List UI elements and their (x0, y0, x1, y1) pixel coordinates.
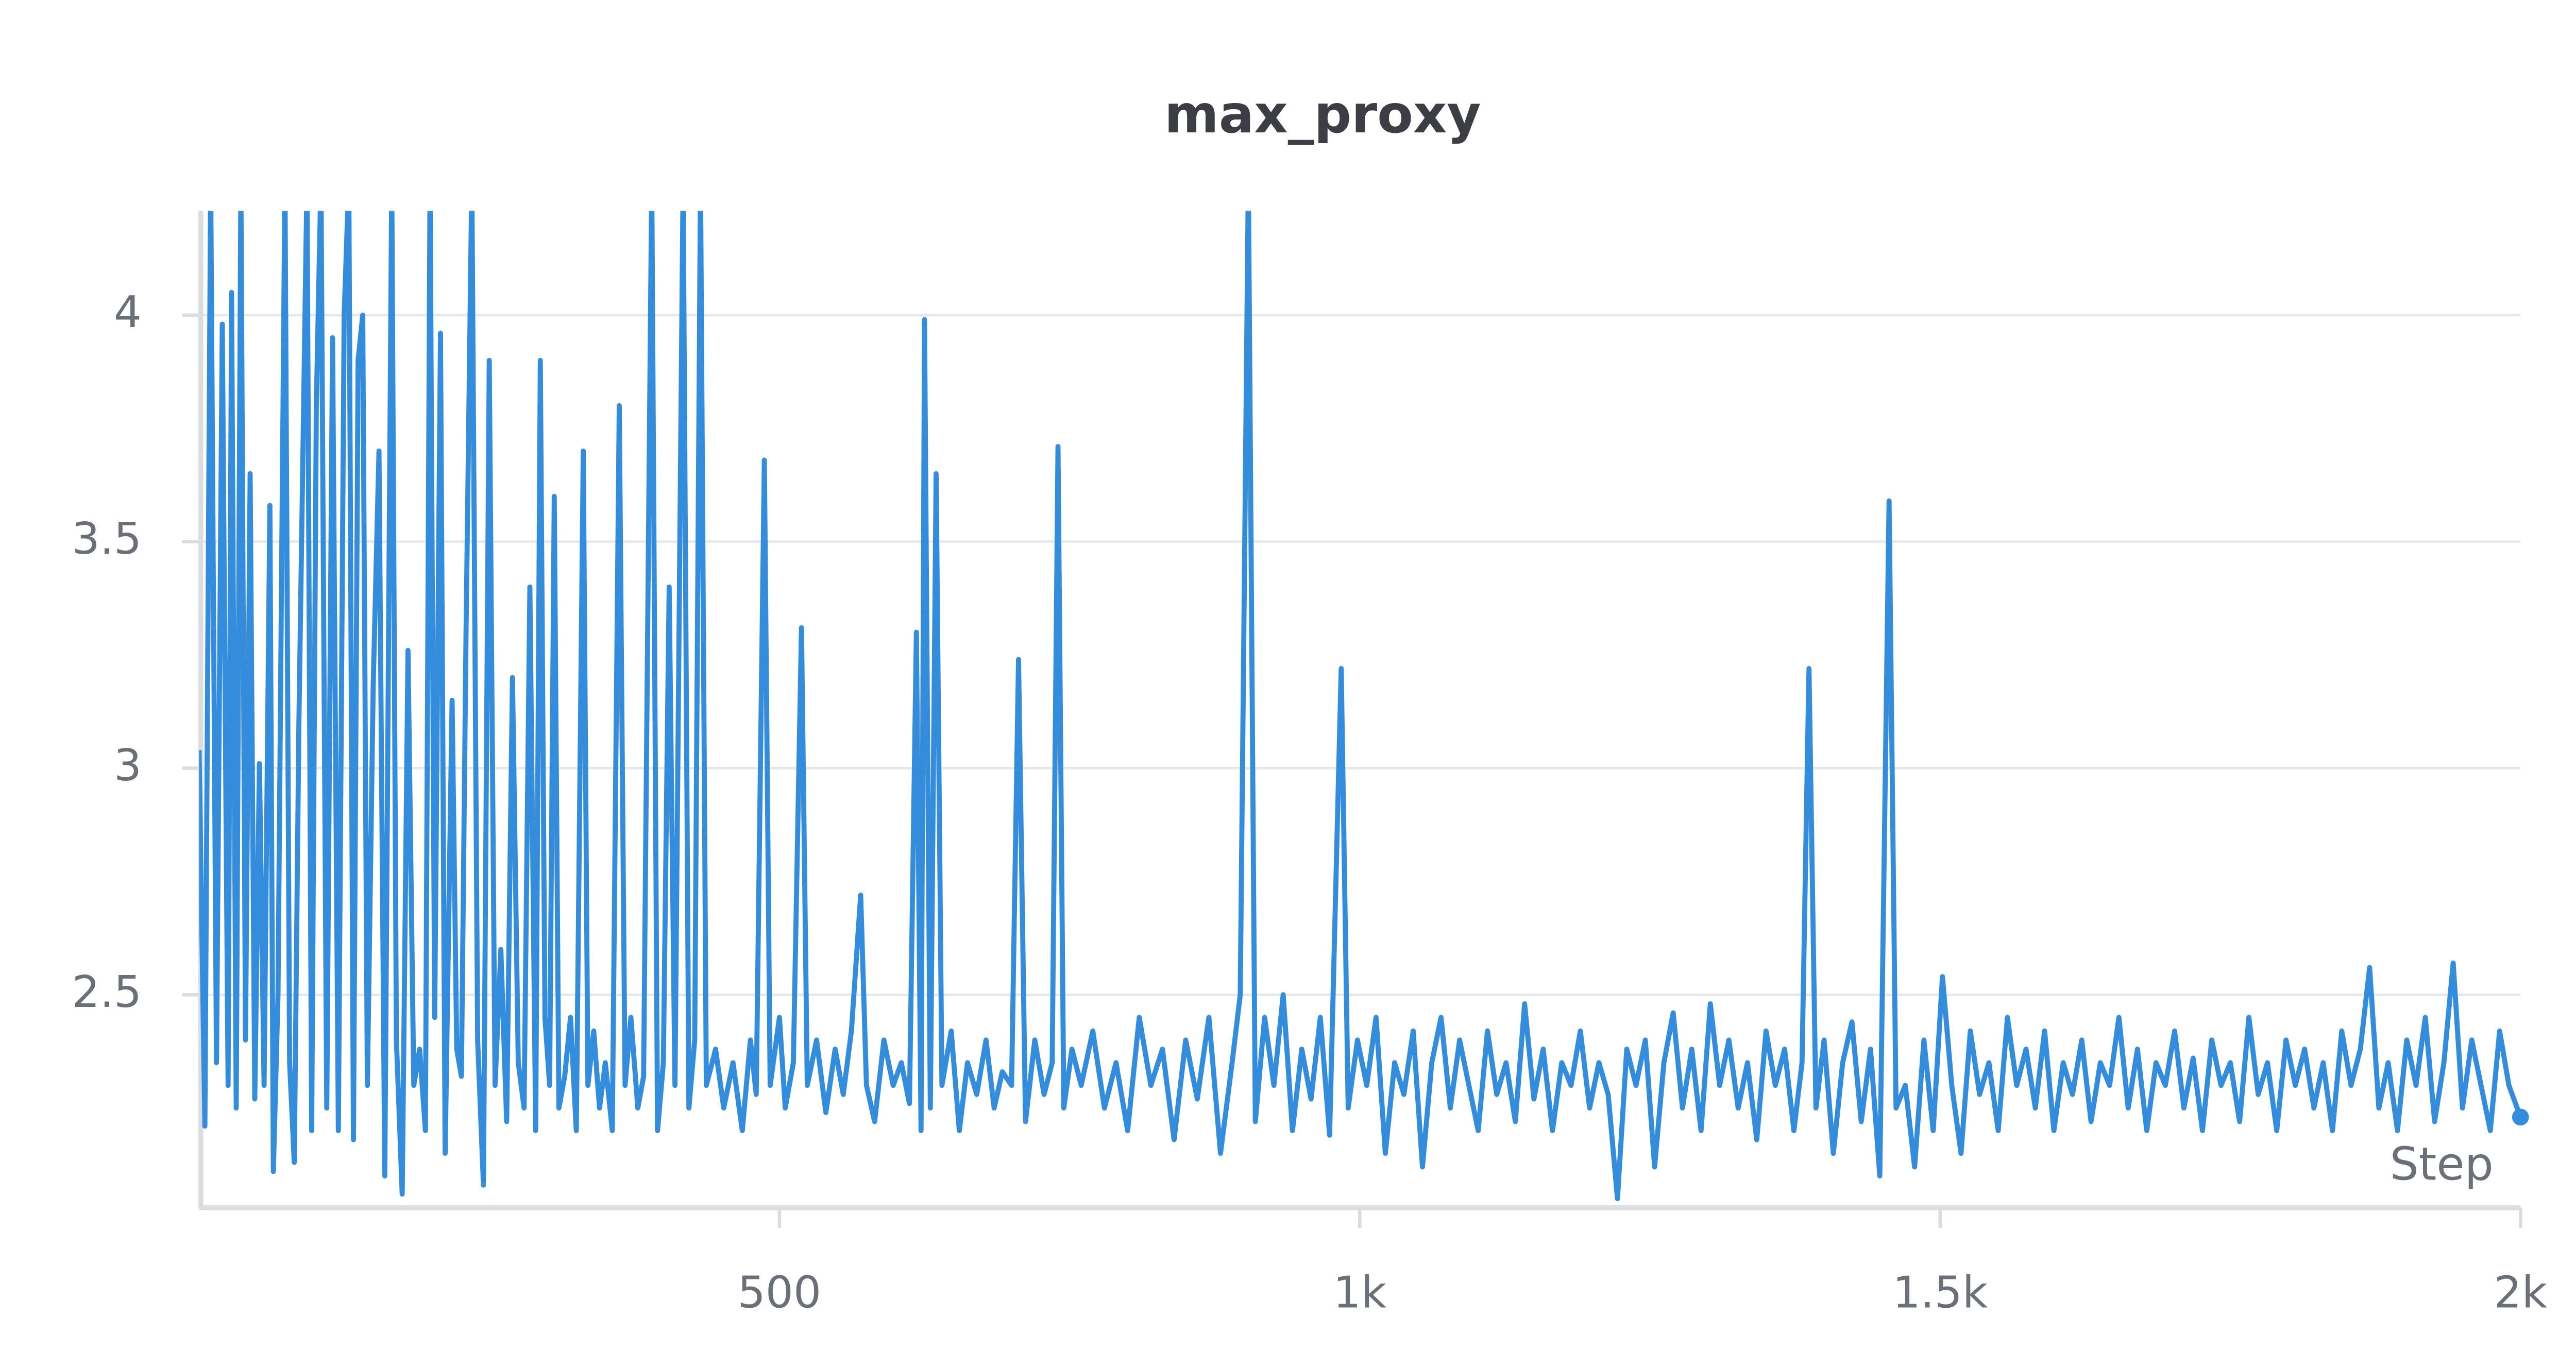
x-axis-label: Step (2390, 1138, 2494, 1191)
x-tick-label: 1k (1333, 1267, 1387, 1318)
y-tick-label: 2.5 (72, 967, 142, 1018)
y-tick-label: 3 (114, 740, 142, 791)
plot-area (199, 211, 2523, 1202)
y-tick-label: 4 (114, 287, 142, 338)
grid (199, 314, 2521, 996)
y-tick-label: 3.5 (72, 514, 142, 565)
data-line (199, 211, 2523, 1202)
last-point (2512, 1108, 2529, 1126)
x-tick-label: 1.5k (1892, 1267, 1988, 1318)
x-tick-label: 500 (738, 1267, 821, 1318)
x-tick-label: 2k (2494, 1267, 2548, 1318)
chart-title: max_proxy (1164, 84, 1481, 145)
